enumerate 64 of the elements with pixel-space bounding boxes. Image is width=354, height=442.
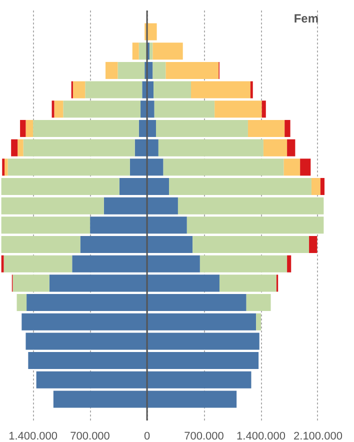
x-tick-label: 2.100.000 — [294, 430, 342, 442]
bar — [18, 139, 24, 156]
bar — [20, 120, 26, 137]
annotation: Fem — [294, 12, 319, 26]
bar — [1, 236, 80, 254]
bar — [309, 236, 318, 254]
bar — [200, 255, 288, 272]
bar — [23, 139, 135, 156]
bar — [320, 178, 324, 195]
bar — [263, 139, 288, 156]
bar — [54, 100, 64, 118]
bar — [8, 158, 130, 176]
bar — [1, 255, 4, 272]
x-tick-label: 700.000 — [184, 430, 224, 442]
bar — [63, 100, 141, 118]
bar — [149, 42, 153, 60]
bar — [72, 81, 86, 98]
bar — [248, 120, 285, 137]
bar — [250, 81, 253, 98]
bar — [12, 274, 50, 292]
bar — [1, 216, 90, 234]
bar — [311, 178, 320, 195]
bar — [106, 62, 118, 79]
bar — [154, 100, 215, 118]
bar — [2, 158, 5, 176]
bar — [192, 236, 310, 254]
bar — [246, 294, 271, 312]
bar — [287, 139, 296, 156]
bar — [186, 216, 324, 234]
bar — [132, 42, 139, 60]
bar — [166, 62, 219, 79]
bar — [219, 274, 276, 292]
x-tick-label: 1.400.000 — [236, 430, 286, 442]
bar — [154, 81, 191, 98]
bar — [16, 294, 27, 312]
bar — [287, 255, 292, 272]
bar — [163, 158, 284, 176]
bar — [169, 178, 312, 195]
bar — [152, 42, 183, 60]
bar — [33, 120, 139, 137]
bar — [156, 120, 248, 137]
bar — [284, 158, 300, 176]
bar — [11, 139, 18, 156]
bar — [300, 158, 311, 176]
bar — [138, 42, 146, 60]
bar — [214, 100, 262, 118]
bar — [4, 158, 8, 176]
bar — [284, 120, 290, 137]
bar — [1, 197, 104, 214]
bar — [85, 81, 142, 98]
bar — [190, 81, 250, 98]
bar — [147, 23, 157, 40]
bar — [118, 62, 145, 79]
bar — [26, 120, 34, 137]
bar — [256, 313, 262, 330]
bar — [152, 62, 166, 79]
x-tick-label: 0 — [144, 430, 150, 442]
bar — [1, 178, 120, 195]
x-tick-label: 700.000 — [70, 430, 110, 442]
x-tick-label: 1.400.000 — [8, 430, 58, 442]
bar — [158, 139, 264, 156]
bar — [178, 197, 324, 214]
bar — [4, 255, 72, 272]
bar — [262, 100, 266, 118]
